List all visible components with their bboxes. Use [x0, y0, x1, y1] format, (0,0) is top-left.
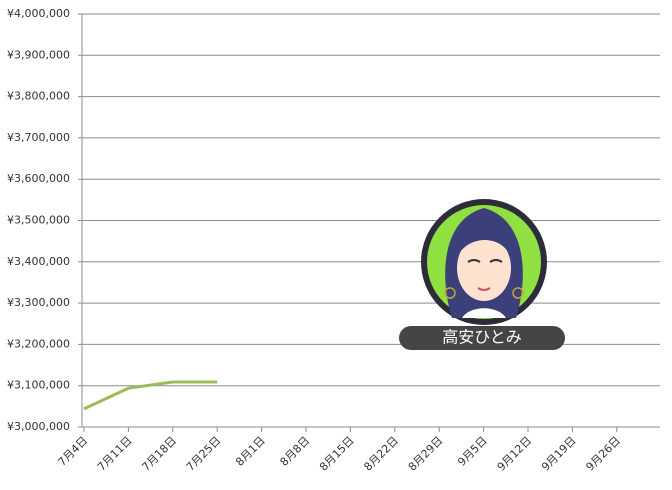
x-tick-label: 9月12日	[495, 434, 535, 474]
line-series	[83, 380, 218, 411]
x-tick-label: 8月29日	[406, 434, 446, 474]
x-tick-label: 7月18日	[139, 434, 179, 474]
y-tick-label: ¥4,000,000	[7, 7, 70, 20]
y-tick-label: ¥3,600,000	[7, 172, 70, 185]
y-tick-label: ¥3,200,000	[7, 337, 70, 350]
y-tick-label: ¥3,400,000	[7, 255, 70, 268]
y-tick-label: ¥3,300,000	[7, 296, 70, 309]
y-tick-label: ¥3,500,000	[7, 214, 70, 227]
x-tick-label: 7月4日	[56, 434, 91, 469]
avatar-name: 高安ひとみ	[442, 328, 522, 347]
name-badge	[399, 326, 565, 350]
x-tick-label: 8月1日	[233, 434, 268, 469]
y-tick-label: ¥3,800,000	[7, 90, 70, 103]
y-tick-label: ¥3,900,000	[7, 48, 70, 61]
x-tick-label: 8月8日	[278, 434, 313, 469]
y-tick-label: ¥3,700,000	[7, 131, 70, 144]
x-tick-label: 9月5日	[455, 434, 490, 469]
x-tick-label: 7月11日	[95, 434, 135, 474]
x-tick-label: 9月26日	[583, 434, 623, 474]
x-tick-label: 7月25日	[184, 434, 224, 474]
x-tick-label: 8月15日	[317, 434, 357, 474]
y-tick-label: ¥3,000,000	[7, 420, 70, 433]
y-tick-label: ¥3,100,000	[7, 379, 70, 392]
avatar	[421, 199, 547, 325]
x-tick-label: 8月22日	[361, 434, 401, 474]
x-tick-label: 9月19日	[539, 434, 579, 474]
